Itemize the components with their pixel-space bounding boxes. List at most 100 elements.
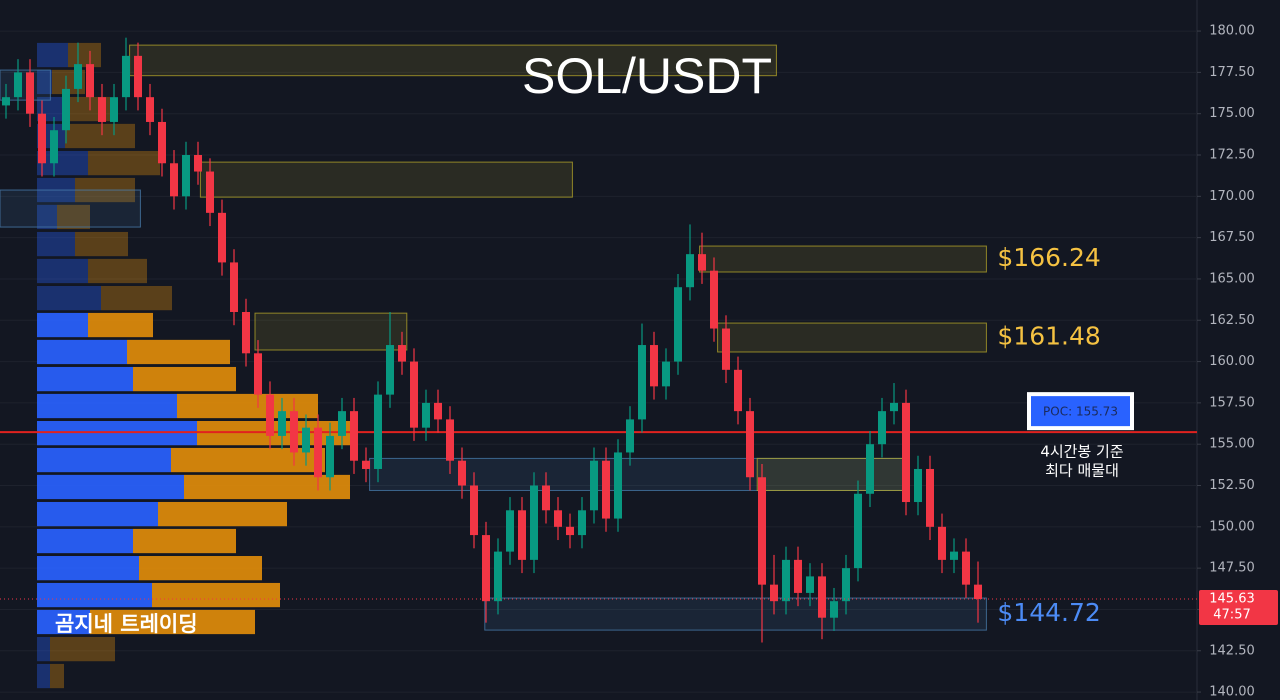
candle-body <box>458 460 466 486</box>
candle-body <box>434 402 442 420</box>
profile-sell-bar <box>88 312 153 338</box>
candle-body <box>194 155 202 172</box>
candle-body <box>410 361 418 428</box>
candle-body <box>50 130 58 164</box>
profile-buy-bar <box>37 393 177 419</box>
profile-buy-bar <box>37 447 171 473</box>
candle-body <box>482 535 490 602</box>
candle-body <box>278 411 286 436</box>
candle-body <box>518 510 526 560</box>
zone <box>129 44 777 77</box>
candle-body <box>470 485 478 536</box>
profile-buy-bar <box>37 285 101 311</box>
y-tick-label: 150.00 <box>1209 519 1255 534</box>
candle-body <box>494 551 502 602</box>
candle-body <box>290 411 298 453</box>
annotation: 4시간봉 기준 <box>1040 443 1124 461</box>
candle-body <box>818 576 826 618</box>
candle-body <box>146 97 154 122</box>
candle-body <box>2 97 10 106</box>
last-price-label: 145.63 <box>1209 592 1255 607</box>
poc-label: POC: 155.73 <box>1043 405 1118 419</box>
candle-body <box>890 402 898 412</box>
candle-body <box>314 427 322 478</box>
candle-body <box>938 526 946 560</box>
zone <box>699 245 987 273</box>
y-tick-label: 160.00 <box>1209 354 1255 369</box>
profile-sell-bar <box>184 474 350 500</box>
profile-buy-bar <box>37 528 133 554</box>
candle-body <box>662 361 670 387</box>
countdown-label: 47:57 <box>1213 608 1250 623</box>
profile-buy-bar <box>37 474 184 500</box>
candle-body <box>674 287 682 362</box>
candle-body <box>746 411 754 478</box>
zone <box>0 189 141 228</box>
candle-body <box>866 444 874 494</box>
last-price-box <box>1199 590 1278 626</box>
candle-body <box>158 121 166 164</box>
candle-body <box>566 526 574 536</box>
candle-body <box>734 369 742 412</box>
zone-label: $144.72 <box>997 598 1100 627</box>
candle-body <box>110 97 118 122</box>
candle-body <box>122 55 130 98</box>
profile-sell-bar <box>133 528 236 554</box>
y-tick-label: 170.00 <box>1209 189 1255 204</box>
y-tick-label: 177.50 <box>1209 65 1255 80</box>
y-tick-label: 165.00 <box>1209 271 1255 286</box>
candle-body <box>218 212 226 263</box>
y-tick-label: 172.50 <box>1209 148 1255 163</box>
candle-body <box>626 419 634 453</box>
candle-body <box>854 493 862 569</box>
profile-buy-bar <box>37 258 88 284</box>
zone-label: $166.24 <box>997 243 1100 272</box>
candle-body <box>422 402 430 428</box>
profile-buy-bar <box>37 69 52 95</box>
chart-title: SOL/USDT <box>522 48 772 104</box>
candle-body <box>350 411 358 461</box>
y-tick-label: 140.00 <box>1209 685 1255 700</box>
candle-body <box>758 477 766 585</box>
profile-buy-bar <box>37 501 158 527</box>
zone-label: $161.48 <box>997 322 1100 351</box>
candle-body <box>182 155 190 197</box>
candle-body <box>302 427 310 453</box>
zone <box>0 69 51 101</box>
candle-body <box>830 601 838 618</box>
y-tick-label: 167.50 <box>1209 230 1255 245</box>
candle-body <box>254 353 262 395</box>
y-tick-label: 152.50 <box>1209 478 1255 493</box>
candle-body <box>74 64 82 89</box>
profile-sell-bar <box>171 447 325 473</box>
candle-body <box>362 460 370 469</box>
candle-body <box>398 345 406 362</box>
profile-buy-bar <box>37 339 127 365</box>
candle-body <box>878 411 886 445</box>
candle-body <box>590 460 598 511</box>
profile-buy-bar <box>37 312 88 338</box>
watermark: 곰지네 트레이딩 <box>55 612 198 636</box>
candle-body <box>926 468 934 527</box>
candle-body <box>686 254 694 288</box>
candle-body <box>974 584 982 600</box>
profile-buy-bar <box>37 42 68 68</box>
candle-body <box>842 568 850 602</box>
candle-body <box>902 402 910 503</box>
candle-body <box>530 485 538 560</box>
zone <box>254 312 408 351</box>
y-tick-label: 175.00 <box>1209 106 1255 121</box>
candle-body <box>638 345 646 420</box>
profile-sell-bar <box>68 42 101 68</box>
profile-sell-bar <box>50 636 115 662</box>
candle-body <box>554 510 562 527</box>
candle-body <box>386 345 394 395</box>
candle-body <box>650 345 658 387</box>
poc-box <box>1031 396 1130 427</box>
profile-sell-bar <box>133 366 236 392</box>
candle-body <box>26 72 34 114</box>
profile-buy-bar <box>37 609 90 635</box>
candle-body <box>446 419 454 461</box>
